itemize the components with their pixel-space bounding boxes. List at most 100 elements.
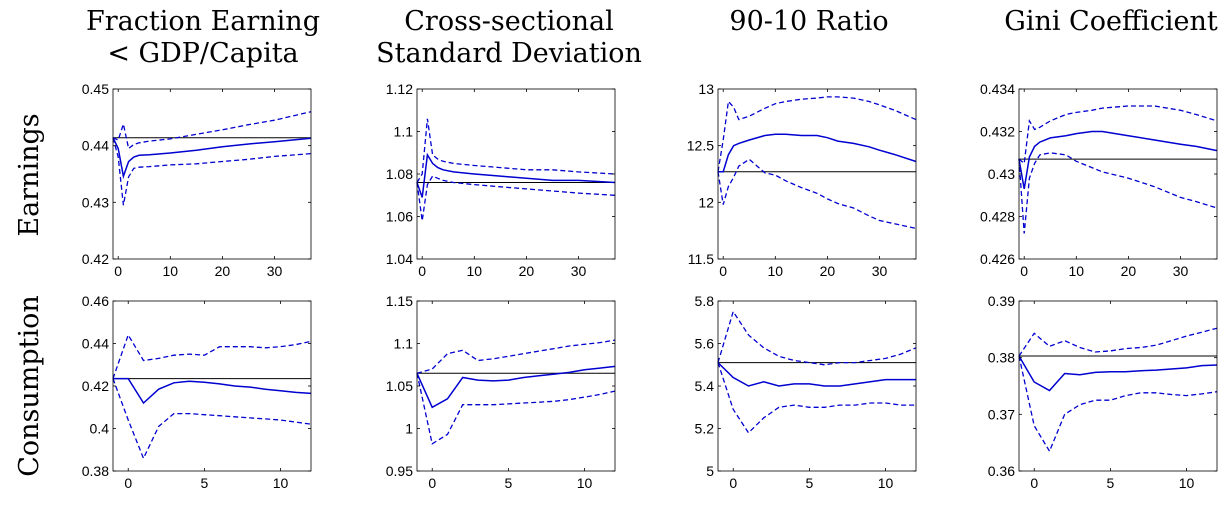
median-response-line	[113, 377, 312, 405]
y-tick-label: 1.15	[386, 293, 413, 309]
y-tick-label: 0.46	[82, 293, 109, 309]
y-tick-label: 0.426	[980, 251, 1015, 267]
y-tick-label: 0.44	[82, 138, 109, 154]
upper-band-line	[112, 111, 312, 150]
y-tick-label: 13	[698, 81, 714, 97]
y-tick-label: 5.4	[695, 378, 715, 394]
axes-box	[416, 300, 616, 472]
x-tick-label: 30	[571, 263, 587, 279]
y-tick-label: 5.2	[695, 421, 715, 437]
lower-band-line	[416, 175, 616, 221]
y-tick-label: 0.39	[988, 293, 1015, 309]
x-tick-label: 0	[114, 263, 122, 279]
x-tick-label: 5	[504, 475, 512, 491]
axes-box	[416, 88, 616, 260]
x-tick-label: 20	[820, 263, 836, 279]
column-title-fraction-line1: Fraction Earning	[86, 6, 320, 37]
y-tick-label: 0.38	[988, 350, 1015, 366]
x-tick-label: 0	[124, 475, 132, 491]
x-tick-label: 10	[878, 475, 894, 491]
x-tick-label: 30	[267, 263, 283, 279]
subplot-grid: 0.420.430.440.450 10 20 301.041.061.081.11.…	[82, 81, 1218, 491]
median-response-line	[718, 133, 917, 173]
x-tick-label: 0	[418, 263, 426, 279]
y-tick-label: 1.1	[394, 336, 414, 352]
y-tick-label: 0.42	[82, 378, 109, 394]
upper-band-line	[416, 118, 616, 183]
column-title-stddev-line1: Cross-sectional	[404, 6, 613, 37]
lower-band-line	[717, 158, 917, 230]
y-tick-label: 5.6	[695, 336, 715, 352]
y-tick-label: 1.12	[386, 81, 413, 97]
y-tick-label: 0.428	[980, 209, 1015, 225]
y-tick-label: 1.06	[386, 209, 413, 225]
subplot-5: 0.95 1 1.05 1.1 1.15 0 5 10	[386, 293, 616, 491]
column-title-stddev-line2: Standard Deviation	[376, 38, 642, 69]
axes-box	[1018, 300, 1218, 472]
x-tick-label: 10	[1179, 475, 1195, 491]
median-response-line	[1018, 355, 1218, 392]
x-tick-label: 0	[729, 475, 737, 491]
x-tick-label: 5	[805, 475, 813, 491]
y-tick-label: 0.38	[82, 463, 109, 479]
x-tick-label: 10	[1069, 263, 1085, 279]
median-response-line	[717, 362, 916, 387]
axes-box	[112, 300, 312, 472]
y-tick-label: 0.42	[82, 251, 109, 267]
y-tick-label: 0.37	[988, 406, 1015, 422]
subplot-6: 55.25.45.65.80 5 10	[695, 293, 917, 491]
y-tick-label: 0.36	[988, 463, 1015, 479]
x-tick-label: 0	[1030, 475, 1038, 491]
upper-band-line	[1018, 327, 1218, 357]
x-tick-label: 10	[768, 263, 784, 279]
x-tick-label: 0	[1020, 263, 1028, 279]
subplot-7: 0.36 0.37 0.38 0.39 0 5 10	[988, 293, 1218, 491]
median-response-line	[112, 137, 312, 180]
y-tick-label: 0.432	[980, 124, 1015, 140]
column-titles: Fraction Earning < GDP/Capita Cross-sect…	[86, 6, 1218, 69]
lower-band-line	[717, 362, 916, 434]
subplot-1: 1.04 1.06 1.08 1.1 1.12 0 10 20 30	[386, 81, 616, 279]
y-tick-label: 0.434	[980, 81, 1015, 97]
row-label-earnings: Earnings	[14, 113, 45, 236]
x-tick-label: 30	[1173, 263, 1189, 279]
x-tick-label: 10	[163, 263, 179, 279]
axes-box	[717, 88, 917, 260]
subplot-4: 0.38 0.4 0.42 0.44 0.46 0 5 10	[82, 293, 312, 491]
x-tick-label: 5	[1106, 475, 1114, 491]
y-tick-label: 0.95	[386, 463, 413, 479]
x-tick-label: 10	[467, 263, 483, 279]
axes-box	[1018, 88, 1218, 260]
lower-band-line	[112, 137, 312, 206]
column-title-fraction-line2: < GDP/Capita	[107, 38, 298, 69]
y-tick-label: 0.44	[82, 336, 109, 352]
x-tick-label: 10	[273, 475, 289, 491]
y-tick-label: 1.04	[386, 251, 413, 267]
y-tick-label: 0.45	[82, 81, 109, 97]
column-title-gini: Gini Coefficient	[1004, 6, 1218, 37]
axes-box	[112, 88, 312, 260]
median-response-line	[416, 365, 616, 409]
row-label-consumption: Consumption	[14, 295, 45, 477]
upper-band-line	[1018, 105, 1218, 165]
x-tick-label: 0	[719, 263, 727, 279]
y-tick-label: 0.4	[90, 421, 110, 437]
y-tick-label: 5	[706, 463, 714, 479]
y-tick-label: 11.5	[688, 251, 714, 267]
y-tick-label: 0.43	[82, 194, 109, 210]
x-tick-label: 0	[428, 475, 436, 491]
x-tick-label: 20	[215, 263, 231, 279]
subplot-3: 0.426 0.428 0.43 0.432 0.434 0 10 20 30	[980, 81, 1218, 279]
subplot-2: 11.5 12 12.5 13 0 10 20 30	[687, 81, 917, 279]
upper-band-line	[717, 310, 917, 366]
median-response-line	[416, 152, 616, 198]
upper-band-line	[416, 339, 616, 374]
lower-band-line	[1018, 152, 1218, 234]
y-tick-label: 1.08	[386, 166, 413, 182]
x-tick-label: 20	[519, 263, 535, 279]
upper-band-line	[112, 333, 312, 379]
x-tick-label: 5	[200, 475, 208, 491]
upper-band-line	[717, 96, 917, 172]
x-tick-label: 10	[577, 475, 593, 491]
